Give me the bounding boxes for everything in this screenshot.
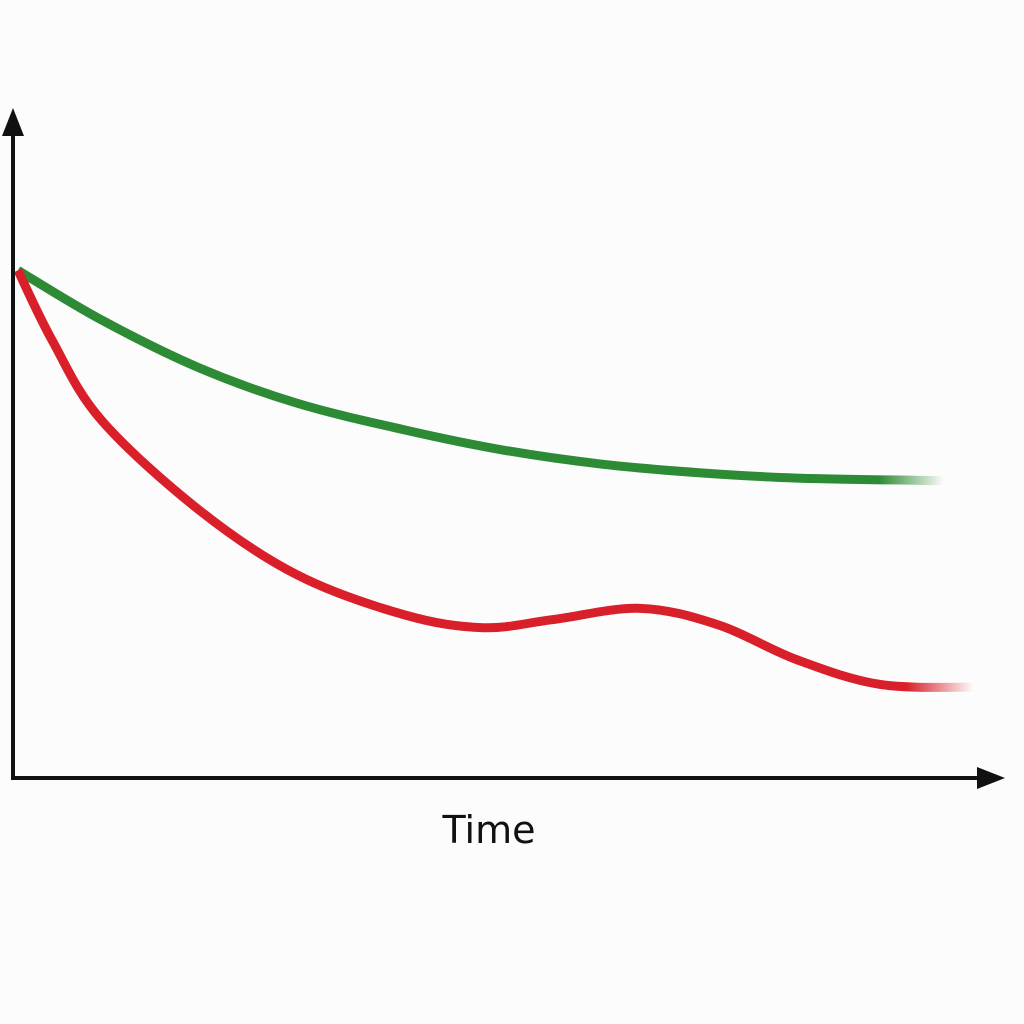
series-line-green bbox=[15, 266, 945, 486]
y-axis-arrow bbox=[2, 108, 24, 136]
x-axis-arrow bbox=[977, 767, 1005, 789]
series-line-red bbox=[13, 268, 974, 692]
x-axis-label: Time bbox=[442, 808, 536, 852]
